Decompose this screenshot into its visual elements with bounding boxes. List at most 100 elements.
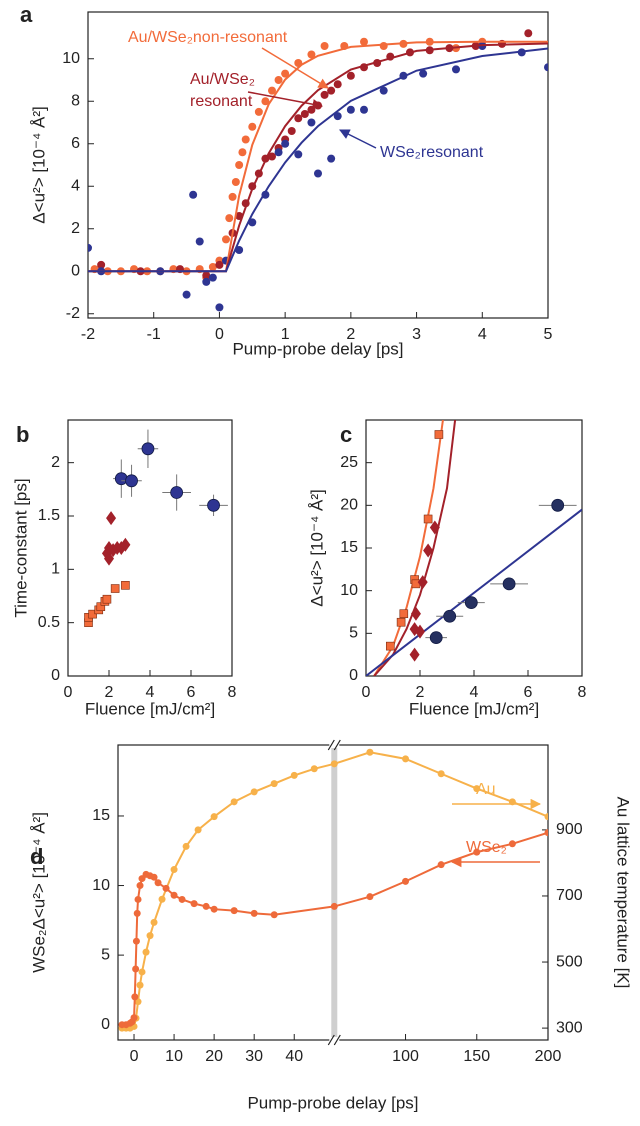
panel-label: b — [16, 422, 29, 447]
point — [136, 981, 144, 989]
y-tick-label: 6 — [71, 135, 80, 152]
point — [423, 514, 433, 524]
point — [502, 577, 516, 591]
point — [178, 895, 186, 903]
y-axis-label: Δ<u²> [10⁻⁴ Å²] — [307, 489, 326, 606]
point — [327, 154, 336, 163]
y-tick-label: -2 — [66, 305, 80, 322]
point — [423, 543, 434, 558]
x-tick-label: 2 — [105, 684, 114, 701]
point — [314, 169, 322, 178]
point — [300, 110, 309, 118]
point — [379, 42, 388, 50]
point — [437, 861, 445, 869]
panel-label: a — [20, 2, 33, 27]
x-tick-label: 2 — [416, 684, 425, 701]
fit-line — [88, 47, 548, 273]
break-mark — [327, 1034, 335, 1046]
point — [250, 909, 258, 917]
point — [402, 755, 410, 763]
series — [118, 829, 548, 1029]
fit-line — [122, 751, 548, 1030]
point — [208, 273, 217, 282]
series — [113, 429, 228, 516]
point — [366, 893, 374, 901]
series — [409, 520, 440, 662]
point — [138, 968, 146, 976]
point — [210, 905, 218, 913]
point — [346, 105, 355, 114]
point — [307, 105, 316, 114]
point — [274, 148, 283, 157]
point — [121, 581, 130, 590]
point — [250, 788, 258, 796]
point — [452, 65, 460, 74]
y2-tick-label: 500 — [556, 953, 583, 970]
point — [443, 609, 457, 623]
annotation: Au — [476, 781, 496, 798]
y-tick-label: 5 — [349, 625, 358, 642]
x-tick-label: 3 — [412, 326, 421, 343]
point — [287, 127, 296, 135]
point — [230, 798, 238, 806]
point — [410, 606, 421, 621]
point — [464, 596, 478, 610]
point — [154, 879, 162, 887]
x-tick-label: -1 — [147, 326, 161, 343]
y-tick-label: 20 — [340, 497, 358, 514]
point — [268, 86, 276, 95]
y2-axis-label: Au lattice temperature [K] — [614, 797, 633, 989]
point — [346, 71, 355, 80]
break-mark — [327, 739, 335, 751]
point — [238, 148, 247, 157]
point — [235, 161, 244, 169]
y2-tick-label: 300 — [556, 1019, 583, 1036]
point — [294, 150, 303, 159]
point — [402, 877, 410, 885]
x-tick-label: 4 — [470, 684, 479, 701]
point — [399, 609, 409, 619]
y-tick-label: 1 — [51, 561, 60, 578]
plot-frame — [67, 419, 233, 677]
point — [125, 474, 138, 488]
x-tick-label: 150 — [463, 1048, 490, 1065]
point — [210, 813, 218, 821]
x-tick-label: 30 — [245, 1048, 263, 1065]
x-tick-label: -2 — [81, 326, 95, 343]
point — [150, 918, 158, 926]
annotation: resonant — [190, 93, 253, 110]
series — [385, 430, 444, 651]
point — [268, 152, 276, 161]
point — [274, 76, 283, 84]
axis-break-band — [331, 745, 338, 1040]
fit-line — [366, 508, 582, 676]
point — [189, 190, 198, 199]
point — [544, 63, 548, 72]
y-tick-label: 0 — [349, 667, 358, 684]
point — [417, 575, 428, 590]
y-tick-label: 25 — [340, 454, 358, 471]
point — [134, 895, 142, 903]
point — [231, 178, 240, 186]
y-tick-label: 2 — [71, 220, 80, 237]
point — [330, 760, 338, 768]
x-tick-label: 8 — [228, 684, 237, 701]
point — [415, 624, 425, 639]
point — [150, 873, 158, 881]
series — [88, 42, 548, 312]
x-tick-label: 4 — [478, 326, 487, 343]
annotation: Au/WSe₂non-resonant — [128, 29, 288, 46]
panel: a -2 -1 0 1 2 3 4 5 -2 0 2 4 6 8 10 Pump-probe delay [ps… — [20, 2, 553, 359]
point — [429, 631, 443, 644]
point — [434, 430, 444, 439]
y-tick-label: 2 — [51, 454, 60, 471]
point — [330, 902, 338, 910]
annotation-arrow — [247, 91, 324, 110]
x-tick-label: 6 — [187, 684, 196, 701]
y-axis-label: WSe₂Δ<u²> [10⁻⁴ Å²] — [29, 812, 48, 973]
point — [360, 37, 368, 46]
point — [437, 770, 445, 778]
y-tick-label: 0 — [101, 1016, 110, 1033]
point — [222, 235, 230, 244]
